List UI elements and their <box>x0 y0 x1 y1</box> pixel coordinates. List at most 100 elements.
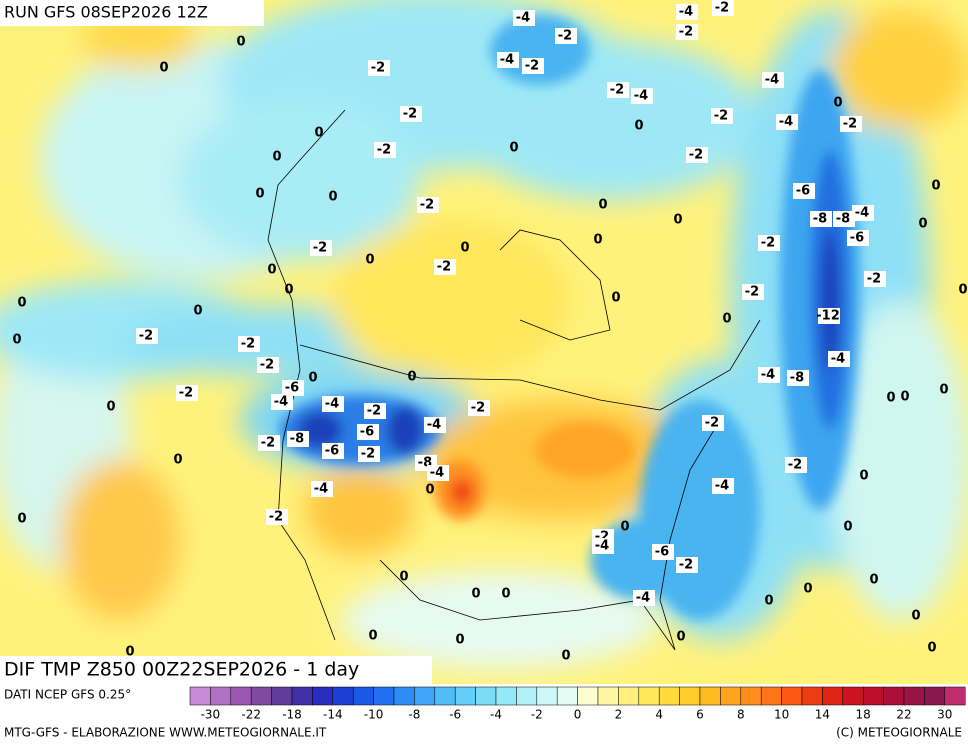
label-box <box>522 58 544 74</box>
label-box <box>652 544 674 560</box>
contour-label: -8 <box>790 371 804 386</box>
label-box <box>497 52 519 68</box>
color-swatch <box>475 686 497 706</box>
contour-label: 0 <box>900 390 909 405</box>
contour-label: -6 <box>360 425 374 440</box>
colorbar-tick-label: -30 <box>201 708 221 722</box>
label-box <box>271 394 293 410</box>
contour-label: -6 <box>850 231 864 246</box>
label-box <box>322 443 344 459</box>
contour-label: -4 <box>427 418 441 433</box>
contour-label: -2 <box>788 458 802 473</box>
colorbar-tick-label: -6 <box>449 708 461 722</box>
contour-label: -4 <box>634 89 648 104</box>
color-swatch <box>740 686 762 706</box>
contour-label: 0 <box>407 370 416 385</box>
contour-label: 0 <box>620 520 629 535</box>
colorbar-tick-label: -18 <box>282 708 302 722</box>
contour-label: -2 <box>558 29 572 44</box>
color-swatch <box>822 686 844 706</box>
colorbar-tick-label: -4 <box>490 708 502 722</box>
contour-label: -2 <box>689 148 703 163</box>
color-swatch <box>658 686 680 706</box>
contour-label: -2 <box>610 83 624 98</box>
color-swatch <box>577 686 599 706</box>
contour-label: -8 <box>813 212 827 227</box>
colorbar-tick-label: 10 <box>774 708 789 722</box>
colorbar-tick-label: -2 <box>531 708 543 722</box>
contour-label: -4 <box>679 5 693 20</box>
contour-label: 0 <box>939 383 948 398</box>
label-box <box>513 10 535 26</box>
contour-label: -2 <box>367 404 381 419</box>
colorbar-tick-label: -22 <box>241 708 261 722</box>
contour-label: 0 <box>460 241 469 256</box>
contour-label: 0 <box>927 641 936 656</box>
colorbar-tick-label: 18 <box>856 708 871 722</box>
contour-label: 0 <box>634 119 643 134</box>
contour-label: -4 <box>595 539 609 554</box>
contour-label: -2 <box>745 285 759 300</box>
label-box <box>828 351 850 367</box>
contour-label: -2 <box>867 272 881 287</box>
contour-label: 0 <box>368 629 377 644</box>
contour-label: -4 <box>855 206 869 221</box>
label-box <box>258 435 280 451</box>
label-box <box>810 211 832 227</box>
label-box <box>676 24 698 40</box>
contour-label: -4 <box>430 466 444 481</box>
contour-label: -4 <box>831 352 845 367</box>
label-box <box>592 538 614 554</box>
contour-label: 0 <box>159 61 168 76</box>
label-box <box>702 415 724 431</box>
label-box <box>282 380 304 396</box>
contour-label: -2 <box>179 386 193 401</box>
label-box <box>310 240 332 256</box>
label-box <box>358 446 380 462</box>
run-label: RUN GFS 08SEP2026 12Z <box>4 3 208 22</box>
run-box <box>0 0 264 26</box>
contour-label: 0 <box>859 469 868 484</box>
label-box <box>787 370 809 386</box>
label-box <box>176 385 198 401</box>
contour-label: 0 <box>193 304 202 319</box>
contour-label: 0 <box>598 198 607 213</box>
contour-label: -6 <box>325 444 339 459</box>
label-box <box>322 396 344 412</box>
label-box <box>793 183 815 199</box>
contour-label: 0 <box>106 400 115 415</box>
contour-label: -2 <box>139 329 153 344</box>
label-box <box>712 0 734 16</box>
contour-label: -4 <box>516 11 530 26</box>
contour-label: -2 <box>313 241 327 256</box>
contour-label: -2 <box>843 117 857 132</box>
contour-label: 0 <box>509 141 518 156</box>
contour-label: 0 <box>722 312 731 327</box>
contour-label: 0 <box>611 291 620 306</box>
color-swatch <box>536 686 558 706</box>
label-box <box>833 211 855 227</box>
contour-label: -12 <box>816 309 840 324</box>
colorbar-tick-label: 8 <box>737 708 745 722</box>
contour-label: -8 <box>290 432 304 447</box>
contour-label: -2 <box>761 236 775 251</box>
color-swatch <box>903 686 925 706</box>
contour-label: 0 <box>501 587 510 602</box>
contour-label: 0 <box>869 573 878 588</box>
contour-label: 0 <box>365 253 374 268</box>
label-box <box>434 259 456 275</box>
contour-label: 0 <box>803 582 812 597</box>
contour-label: 0 <box>931 179 940 194</box>
label-box <box>424 417 446 433</box>
contour-label: 0 <box>593 233 602 248</box>
contour-label: -8 <box>836 212 850 227</box>
label-box <box>238 336 260 352</box>
contour-label: -2 <box>679 558 693 573</box>
colorbar-tick-label: 0 <box>574 708 582 722</box>
label-box <box>852 205 874 221</box>
contour-label: -4 <box>715 479 729 494</box>
label-box <box>712 478 734 494</box>
color-swatch <box>210 686 232 706</box>
contour-label: 0 <box>267 263 276 278</box>
